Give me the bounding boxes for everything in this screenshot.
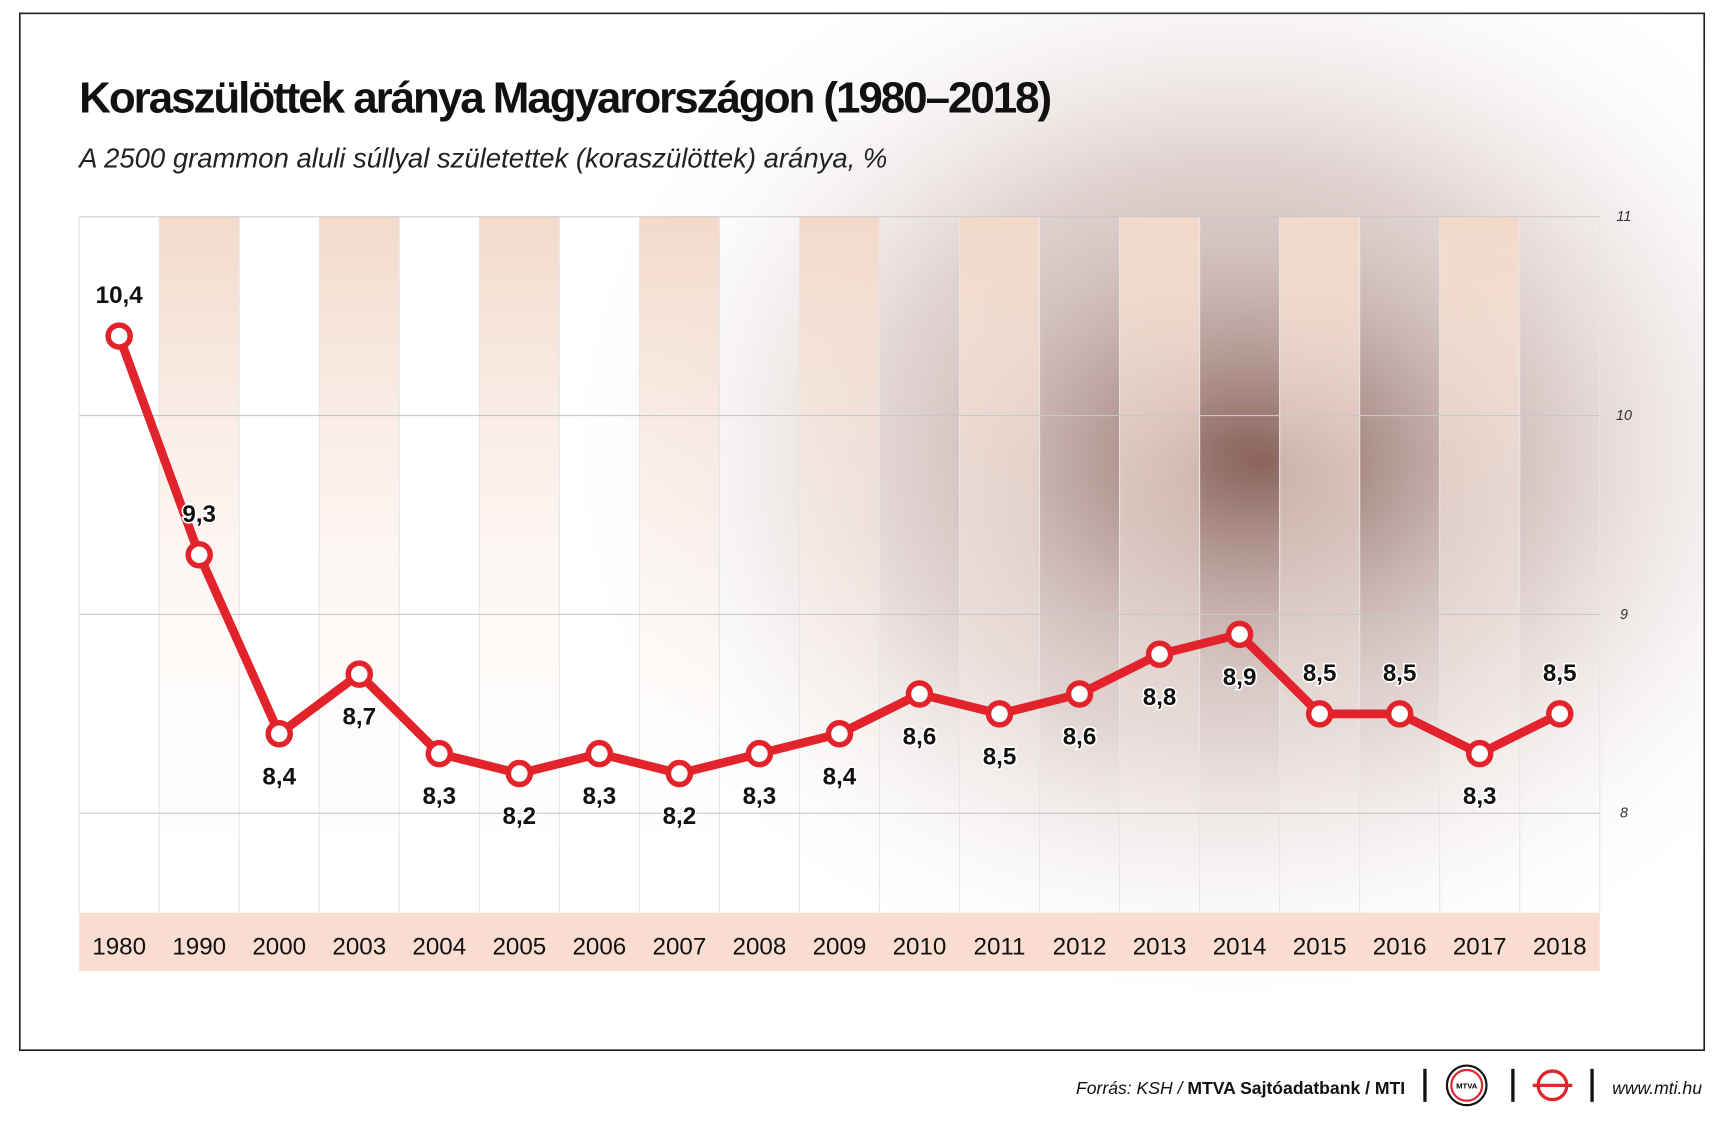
value-label: 8,2 — [663, 803, 697, 830]
x-tick-label: 2011 — [974, 934, 1026, 961]
point — [1225, 620, 1254, 649]
column-shade — [319, 216, 400, 913]
x-tick-label: 2013 — [1133, 934, 1187, 961]
point — [665, 759, 694, 788]
source-lead: Forrás: KSH / — [1076, 1078, 1185, 1098]
point — [105, 322, 133, 350]
website: www.mti.hu — [1612, 1078, 1702, 1098]
y-tick-label: 9 — [1620, 607, 1628, 623]
column-shade — [479, 216, 560, 913]
point — [1465, 739, 1494, 768]
value-label: 8,5 — [1543, 660, 1577, 687]
logo-text: MTVA — [1456, 1082, 1478, 1091]
logo — [1450, 1068, 1484, 1102]
point — [425, 739, 454, 768]
x-tick-label: 2009 — [813, 934, 867, 961]
y-tick-label: 8 — [1620, 806, 1628, 822]
point — [1145, 640, 1174, 668]
value-label: 8,2 — [503, 803, 537, 830]
point — [825, 720, 854, 748]
value-label: 8,3 — [1463, 783, 1497, 810]
x-tick-label: 2006 — [572, 934, 626, 961]
value-label: 8,6 — [1063, 724, 1097, 751]
point — [505, 759, 534, 788]
point — [1305, 700, 1334, 728]
x-tick-label: 2005 — [492, 934, 546, 961]
point — [185, 541, 213, 569]
x-tick-label: 2003 — [332, 934, 386, 961]
value-label: 8,9 — [1223, 664, 1257, 691]
value-label: 8,6 — [903, 724, 937, 751]
x-tick-label: 2007 — [653, 934, 707, 961]
value-label: 8,5 — [1383, 660, 1417, 687]
x-tick-label: 2000 — [252, 934, 306, 961]
x-tick-label: 2018 — [1533, 934, 1587, 961]
source-org: MTVA Sajtóadatbank / MTI — [1187, 1078, 1405, 1098]
chart-subtitle: A 2500 grammon aluli súllyal születettek… — [77, 142, 887, 173]
column-shade — [1439, 216, 1520, 913]
value-label: 8,8 — [1143, 684, 1177, 711]
column-shade — [1119, 216, 1200, 913]
value-label: 8,5 — [983, 743, 1017, 770]
point — [265, 720, 293, 748]
value-label: 8,5 — [1303, 660, 1337, 687]
x-tick-label: 2014 — [1213, 934, 1267, 961]
point — [905, 680, 934, 708]
point — [1065, 680, 1094, 708]
value-label: 8,3 — [583, 783, 617, 810]
source: Forrás: KSH / MTVA Sajtóadatbank / MTI — [1076, 1078, 1405, 1098]
column-shade — [1279, 216, 1360, 913]
point — [585, 739, 614, 768]
value-label: 8,3 — [422, 783, 456, 810]
point — [745, 739, 774, 768]
x-tick-label: 2004 — [412, 934, 466, 961]
point — [1545, 700, 1574, 728]
point — [345, 660, 374, 688]
column-shade — [799, 216, 880, 913]
x-tick-label: 2015 — [1293, 934, 1347, 961]
value-label: 10,4 — [96, 282, 144, 309]
x-tick-label: 2017 — [1453, 934, 1507, 961]
value-label: 8,3 — [743, 783, 777, 810]
x-tick-label: 1980 — [92, 934, 146, 961]
x-tick-label: 1990 — [172, 934, 226, 961]
logo — [1445, 1064, 1488, 1107]
value-label: 8,7 — [342, 704, 376, 731]
column-shade — [639, 216, 720, 913]
value-label: 9,3 — [182, 501, 216, 528]
column-shade — [959, 216, 1040, 913]
category-band — [79, 912, 1600, 972]
point — [1385, 700, 1414, 728]
x-tick-label: 2010 — [893, 934, 947, 961]
value-label: 8,4 — [823, 763, 857, 790]
x-tick-label: 2016 — [1373, 934, 1427, 961]
x-tick-label: 2008 — [733, 934, 787, 961]
point — [985, 700, 1014, 728]
y-tick-label: 10 — [1616, 408, 1632, 424]
y-tick-label: 11 — [1617, 209, 1632, 225]
chart-title: Koraszülöttek aránya Magyarországon (198… — [79, 73, 1052, 122]
value-label: 8,4 — [262, 763, 296, 790]
x-tick-label: 2012 — [1053, 934, 1107, 961]
